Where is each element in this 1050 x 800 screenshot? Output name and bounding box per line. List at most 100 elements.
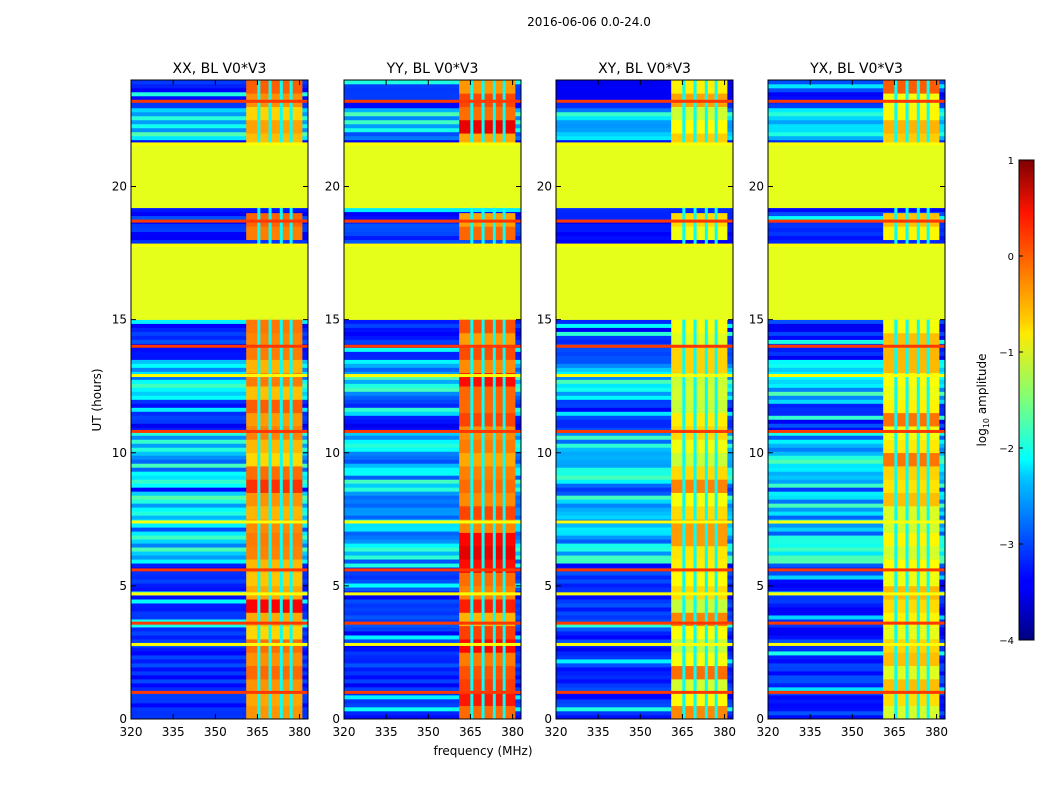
ut-row (556, 331, 733, 336)
ut-row (768, 435, 945, 440)
ut-row (768, 463, 945, 468)
ut-row (344, 123, 521, 129)
bright-ut-line (131, 243, 308, 247)
ut-row (131, 599, 308, 604)
ut-row (768, 431, 945, 436)
ut-row (768, 211, 945, 217)
ut-row (768, 407, 945, 412)
bright-ut-line (768, 374, 945, 378)
ut-row (556, 503, 733, 508)
rfi-band-segment (459, 439, 516, 454)
rfi-band-segment (883, 80, 940, 94)
bright-ut-line (344, 568, 521, 572)
ut-row (768, 695, 945, 700)
ut-row (344, 207, 521, 213)
ut-row (131, 463, 308, 468)
ut-row (131, 635, 308, 640)
ut-row (344, 619, 521, 624)
rfi-channel-line (481, 80, 485, 719)
ut-row (131, 571, 308, 576)
ut-row (556, 327, 733, 332)
bright-ut-line (344, 690, 521, 694)
rfi-band-segment (671, 665, 728, 680)
ut-row (768, 531, 945, 536)
rfi-band-segment (883, 452, 940, 467)
y-tick-label: 15 (749, 313, 764, 327)
ut-row (131, 367, 308, 372)
ut-row (131, 583, 308, 588)
ut-row (131, 359, 308, 364)
ut-row (556, 527, 733, 532)
ut-row (344, 107, 521, 113)
ut-row (344, 463, 521, 468)
ut-row (344, 351, 521, 356)
ut-row (344, 419, 521, 424)
ut-row (768, 583, 945, 588)
ut-row (556, 419, 733, 424)
ut-row (556, 687, 733, 692)
ut-row (768, 651, 945, 656)
ut-row (131, 495, 308, 500)
ut-row (556, 615, 733, 620)
ut-row (556, 323, 733, 328)
ut-row (344, 395, 521, 400)
rfi-band-segment (459, 226, 516, 241)
ut-row (344, 407, 521, 412)
panel-frame (555, 79, 734, 720)
ut-row (131, 711, 308, 716)
ut-row (344, 683, 521, 688)
rfi-band-segment (246, 705, 303, 720)
ut-row (768, 707, 945, 712)
ut-row (344, 363, 521, 368)
ut-row (556, 439, 733, 444)
rfi-band-segment (459, 106, 516, 121)
ut-row (344, 651, 521, 656)
ut-row (556, 563, 733, 568)
panel-title: YY, BL V0*V3 (386, 61, 479, 77)
ut-row (344, 707, 521, 712)
ut-row (768, 595, 945, 600)
ut-row (556, 607, 733, 612)
ut-row (344, 119, 521, 125)
ut-row (131, 663, 308, 668)
ut-row (131, 447, 308, 452)
rfi-band-segment (883, 399, 940, 414)
ut-row (344, 627, 521, 632)
y-tick-label: 15 (537, 313, 552, 327)
rfi-band-segment (671, 319, 728, 334)
panel-frame (130, 79, 309, 720)
ut-row (556, 435, 733, 440)
ut-row (131, 407, 308, 412)
ut-row (131, 611, 308, 616)
ut-row (556, 80, 733, 85)
ut-row (131, 87, 308, 93)
ut-row (768, 491, 945, 496)
rfi-band-segment (883, 466, 940, 480)
ut-row (556, 139, 733, 145)
ut-row (131, 487, 308, 492)
ut-row (556, 319, 733, 324)
ut-row (768, 559, 945, 564)
ut-row (556, 539, 733, 544)
rfi-band-segment (883, 386, 940, 400)
ut-row (556, 391, 733, 396)
rfi-band-segment (883, 439, 940, 454)
ut-row (768, 359, 945, 364)
rfi-channel-line (268, 80, 272, 719)
rfi-band-segment (671, 479, 728, 493)
ut-row (344, 483, 521, 488)
ut-row (131, 703, 308, 708)
rfi-band-segment (459, 119, 516, 134)
ut-row (344, 87, 521, 93)
ut-row (556, 239, 733, 245)
bright-ut-line (344, 621, 521, 625)
ut-row (344, 371, 521, 376)
ut-row (344, 659, 521, 664)
y-tick-label: 10 (749, 446, 764, 460)
ut-row (768, 415, 945, 420)
rfi-band-segment (246, 506, 303, 520)
ut-row (556, 579, 733, 584)
rfi-band-segment (246, 399, 303, 414)
colorbar-label-sub: 10 (982, 418, 991, 428)
ut-row (556, 91, 733, 97)
